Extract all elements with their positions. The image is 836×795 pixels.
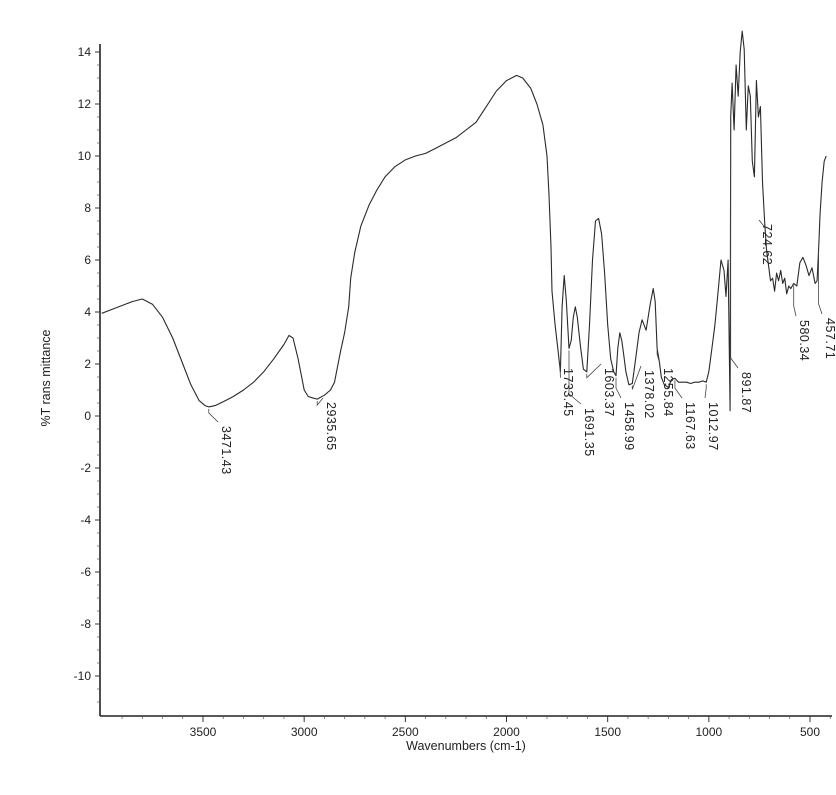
y-tick-label: 8 [84,201,91,215]
x-tick-label: 2000 [493,725,520,739]
peak-label: 580.34 [797,320,811,361]
peak-leader-line [656,350,661,365]
plot-area: 14 12 10 8 6 4 2 0 -2 -4 -6 -8 -10 3500 3000 2500 2000 15… [74,30,836,739]
peak-label: 1012.97 [706,402,720,451]
x-tick-label: 1500 [594,725,621,739]
y-tick-label: 10 [78,149,92,163]
peak-label: 1733.45 [561,368,575,417]
y-tick-label: 4 [84,305,91,319]
peak-label: 1378.02 [642,370,656,419]
x-tick-label: 1000 [695,725,722,739]
peak-label: 1458.99 [622,402,636,451]
peak-label: 724.62 [760,224,774,265]
peak-label: 2935.65 [324,402,338,451]
peak-leader-line [818,251,823,315]
y-tick-label: 12 [78,97,92,111]
x-tick-label: 2500 [392,725,419,739]
y-tick-label: -2 [80,461,91,475]
y-tick-label: 2 [84,357,91,371]
peak-label: 1691.35 [582,408,596,457]
y-tick-label: -10 [74,669,92,683]
y-axis-title: %T rans mittance [39,329,53,426]
peak-leader-line [615,377,622,399]
peak-leader-line [586,363,602,379]
x-tick-label: 3000 [291,725,318,739]
peak-label: 1603.37 [602,368,616,417]
peak-leader-line [316,397,324,407]
peak-label: 1255.84 [661,368,675,417]
y-tick-label: 6 [84,253,91,267]
peak-label: 891.87 [739,372,753,413]
peak-leader-line [631,365,642,390]
x-tick-label: 500 [800,725,820,739]
y-tick-label: 14 [78,45,92,59]
peak-label: 1167.63 [683,402,697,450]
y-tick-label: -4 [80,513,91,527]
peak-leader-line [793,285,797,317]
peak-label: 457.71 [823,318,836,359]
peak-leader-line [208,408,219,423]
y-tick-label: 0 [84,409,91,423]
peak-leader-line [704,384,707,399]
x-axis-title: Wavenumbers (cm-1) [406,739,526,753]
y-tick-label: -6 [80,565,91,579]
peak-leader-line [758,219,765,229]
peak-leader-line [730,119,739,369]
peak-leader-line [674,380,683,399]
y-tick-label: -8 [80,617,91,631]
peak-leader-line [568,350,582,405]
spectrum-line [101,30,827,412]
peak-label: 3471.43 [219,426,233,475]
x-tick-label: 3500 [190,725,217,739]
